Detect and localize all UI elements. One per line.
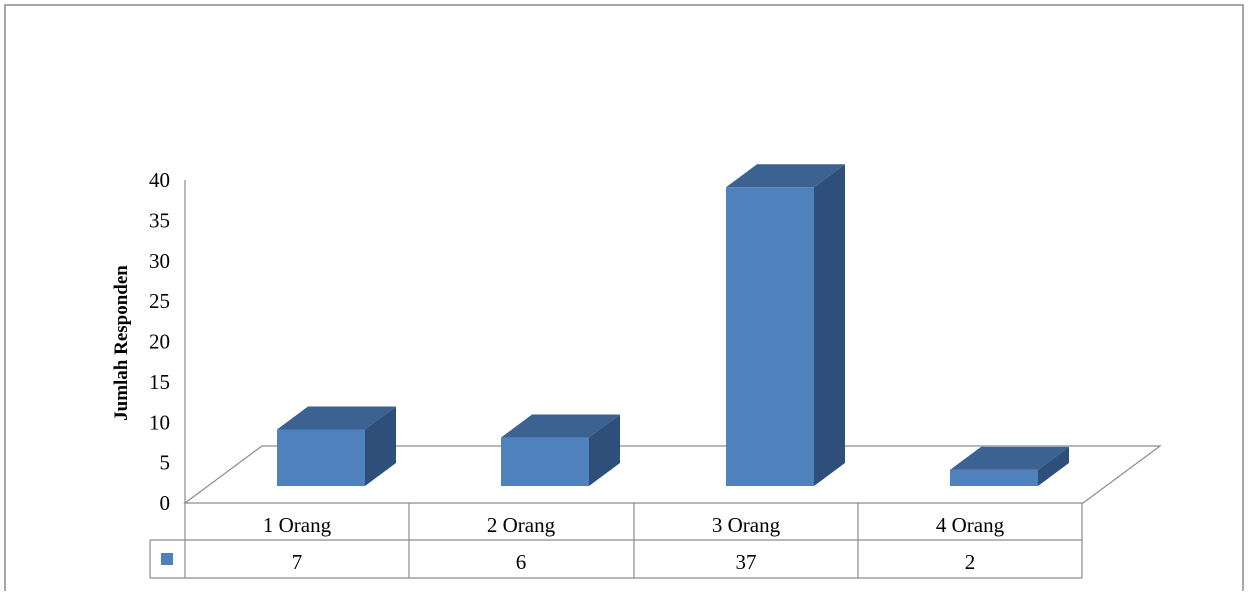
- data-table-value: 37: [736, 550, 757, 574]
- y-tick-label: 10: [149, 410, 170, 434]
- bar: [501, 437, 589, 486]
- bar: [726, 187, 814, 486]
- y-tick-label: 25: [149, 289, 170, 313]
- chart-border: [4, 4, 1244, 596]
- y-tick-label: 15: [149, 370, 170, 394]
- data-table-text: 1 Orang 2 Orang 3 Orang 4 Orang 7 6 37 2: [263, 513, 1005, 574]
- bar-side: [814, 164, 845, 486]
- y-tick-label: 40: [149, 168, 170, 192]
- x-category-label: 2 Orang: [487, 513, 556, 537]
- bar: [277, 429, 365, 486]
- bar-top: [726, 164, 845, 188]
- data-table-value: 6: [516, 550, 527, 574]
- bar: [950, 469, 1038, 486]
- x-category-label: 3 Orang: [712, 513, 781, 537]
- y-tick-label: 35: [149, 208, 170, 232]
- bar-top: [950, 446, 1069, 470]
- legend-key: [161, 553, 173, 565]
- y-tick-label: 0: [160, 491, 171, 515]
- bar-side: [365, 406, 396, 486]
- floor-plane: [183, 445, 1162, 504]
- y-tick-label: 20: [149, 330, 170, 354]
- y-axis-label: Jumlah Responden: [111, 265, 132, 421]
- data-table: [149, 503, 1083, 579]
- x-category-label: 1 Orang: [263, 513, 332, 537]
- data-table-value: 7: [292, 550, 303, 574]
- bar-top: [501, 414, 620, 438]
- x-category-label: 4 Orang: [936, 513, 1005, 537]
- y-axis-ticks: 0 5 10 15 20 25 30 35 40: [149, 168, 170, 515]
- bars-group: [277, 164, 1069, 486]
- bar-side: [589, 414, 620, 486]
- data-table-value: 2: [965, 550, 976, 574]
- y-tick-label: 30: [149, 249, 170, 273]
- y-tick-label: 5: [160, 451, 171, 475]
- bar-top: [277, 406, 396, 430]
- bar-side: [1038, 446, 1069, 486]
